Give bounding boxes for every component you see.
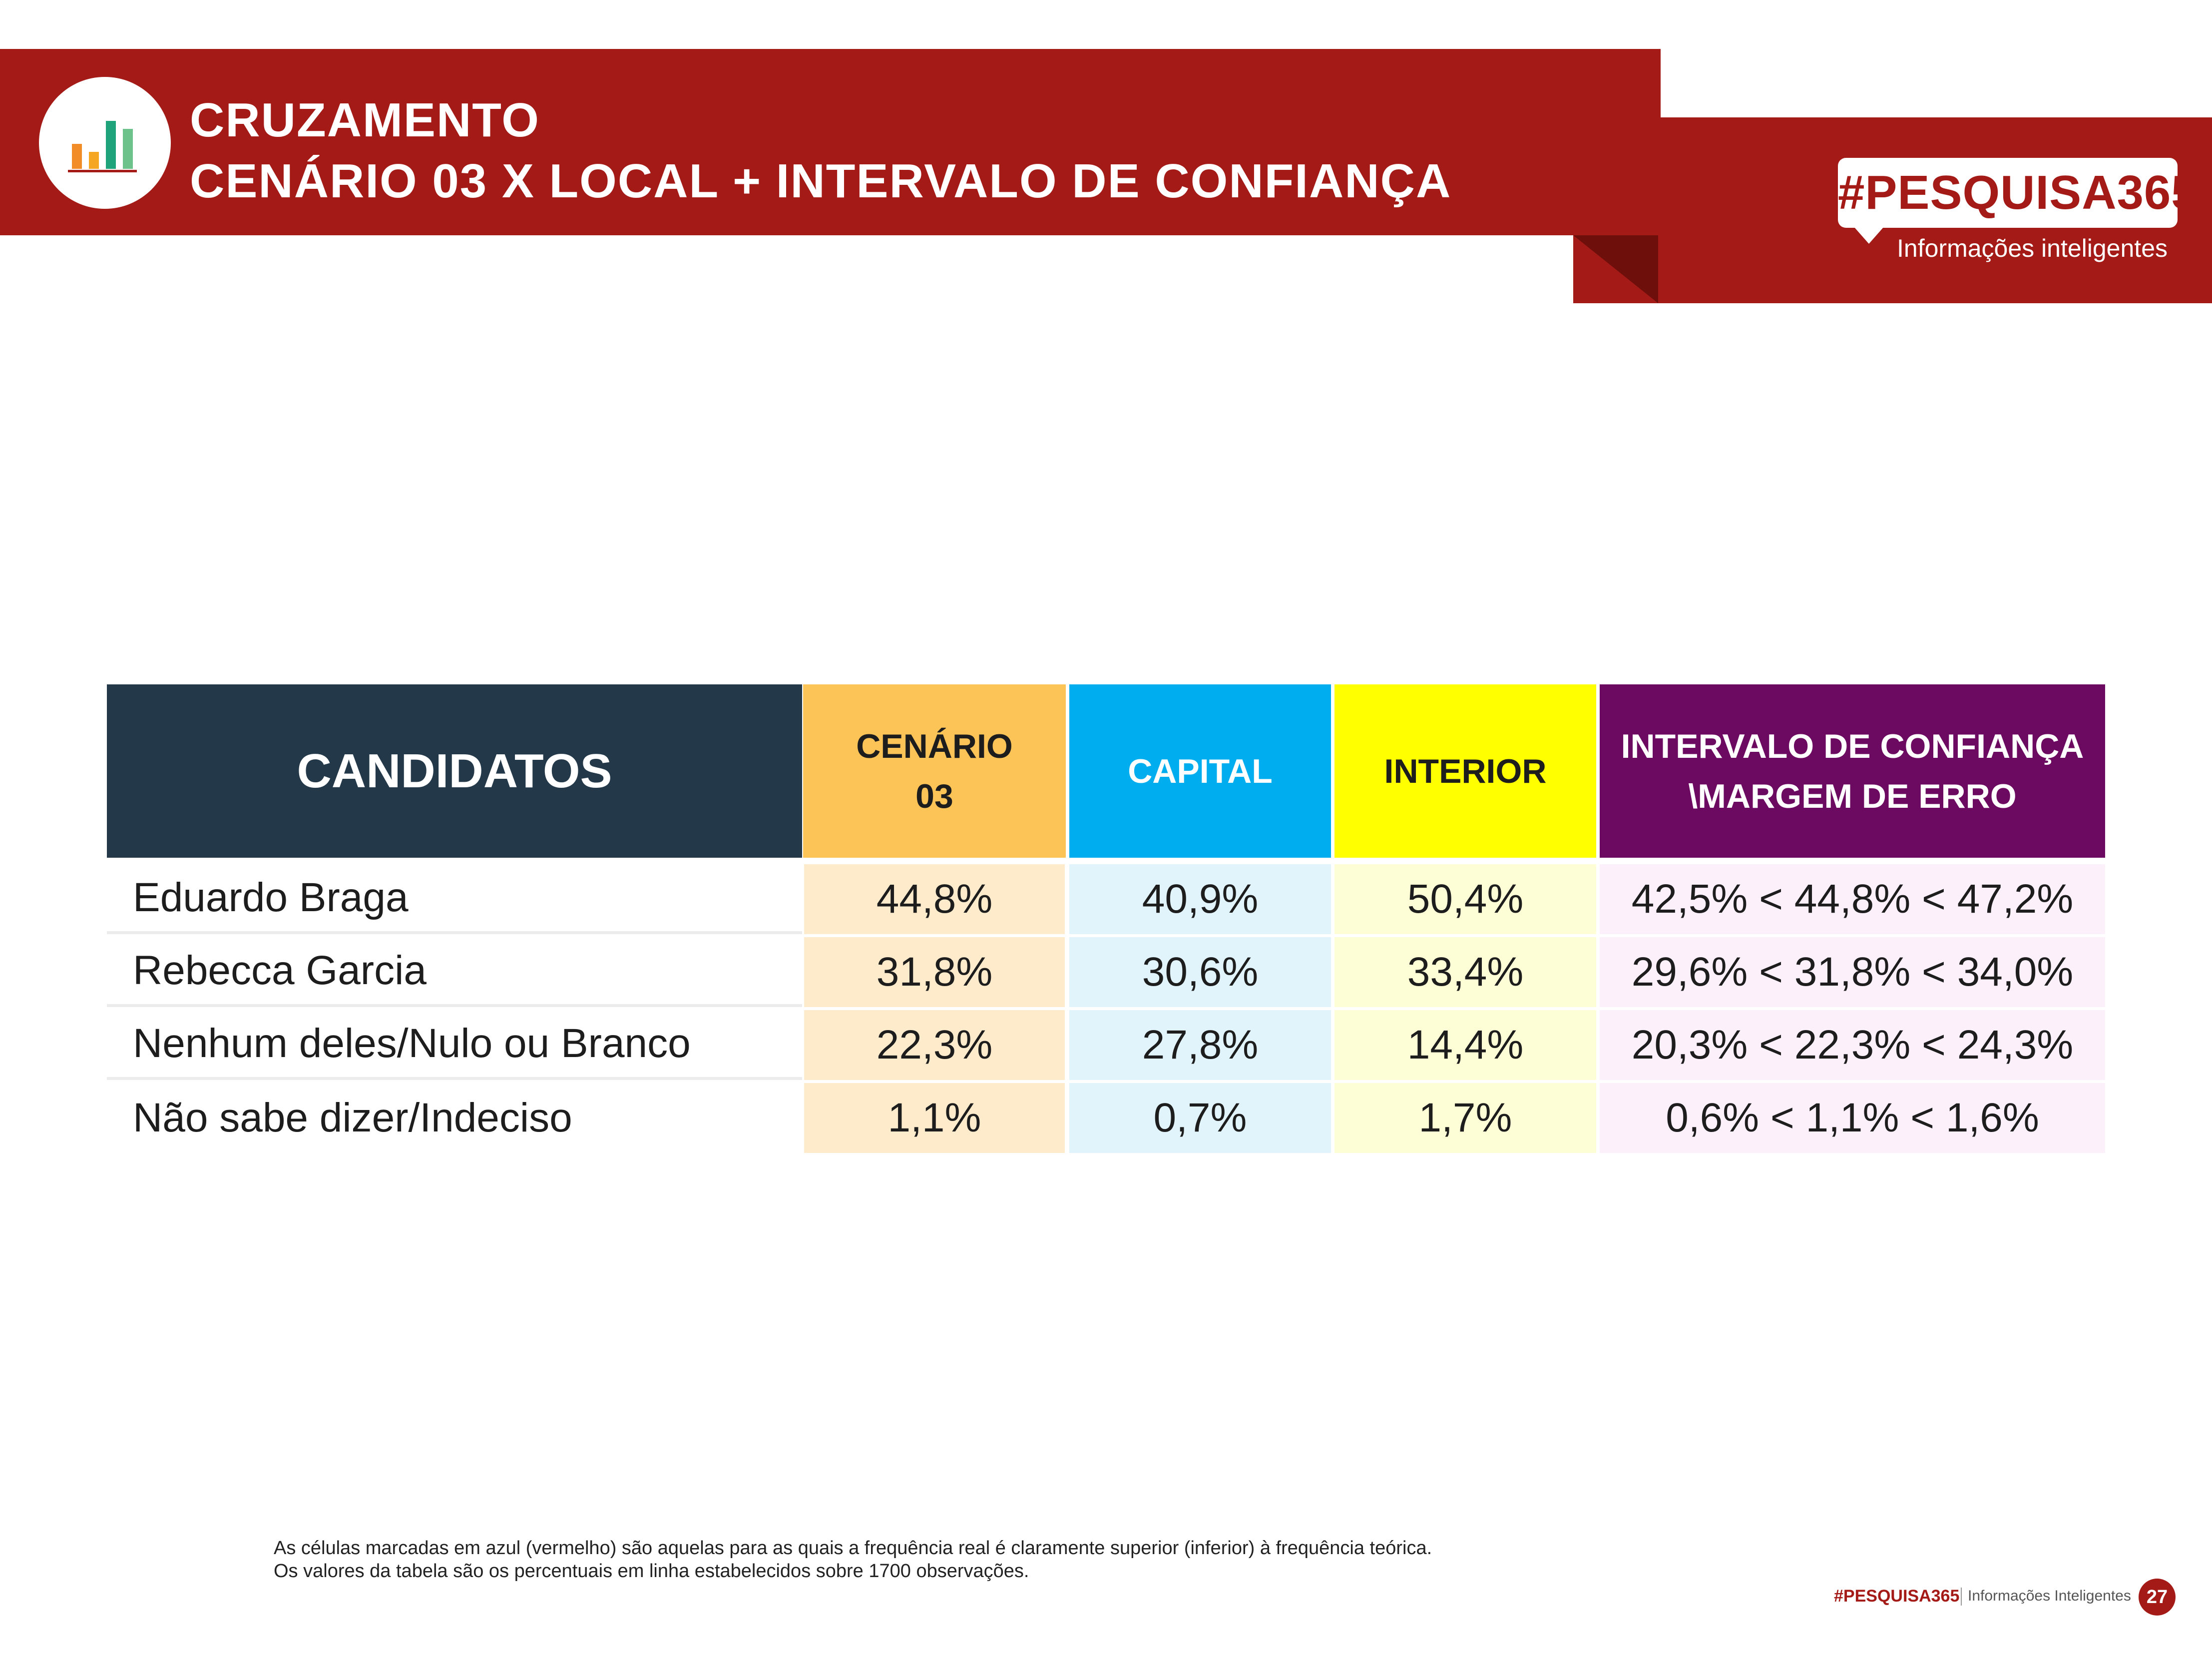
- intervalo-value: 0,6% < 1,1% < 1,6%: [1600, 1083, 2105, 1153]
- interior-value: 14,4%: [1334, 1010, 1596, 1080]
- interior-value: 33,4%: [1334, 937, 1596, 1007]
- header-cenario-line2: 03: [915, 777, 953, 815]
- capital-value: 0,7%: [1069, 1083, 1331, 1153]
- capital-value: 40,9%: [1069, 864, 1331, 934]
- footnote: As células marcadas em azul (vermelho) s…: [274, 1537, 1432, 1583]
- candidate-name: Rebecca Garcia: [107, 937, 802, 1007]
- header-intervalo-line2: \MARGEM DE ERRO: [1688, 777, 2017, 815]
- brand-badge-tail: [1854, 227, 1884, 244]
- table-row: Nenhum deles/Nulo ou Branco 22,3% 27,8% …: [0, 1010, 2212, 1080]
- candidate-name: Não sabe dizer/Indeciso: [133, 1095, 572, 1140]
- title-line-1: CRUZAMENTO: [190, 93, 540, 147]
- capital-value: 27,8%: [1069, 1010, 1331, 1080]
- header-banner: [0, 49, 1661, 235]
- header-cenario: CENÁRIO 03: [803, 684, 1066, 858]
- header-interior: INTERIOR: [1334, 684, 1596, 858]
- footer-divider: [1961, 1588, 1962, 1606]
- header-candidatos: CANDIDATOS: [107, 684, 802, 858]
- header-intervalo: INTERVALO DE CONFIANÇA \MARGEM DE ERRO: [1600, 684, 2105, 858]
- banner-fold: [1573, 235, 1658, 303]
- cenario-value: 1,1%: [804, 1083, 1065, 1153]
- candidate-name: Nenhum deles/Nulo ou Branco: [107, 1010, 802, 1080]
- interior-value: 50,4%: [1334, 864, 1596, 934]
- bar-chart-icon: [39, 77, 171, 209]
- footer-brand: #PESQUISA365: [1834, 1587, 1960, 1606]
- header-cenario-line1: CENÁRIO: [856, 727, 1013, 765]
- capital-value: 30,6%: [1069, 937, 1331, 1007]
- header-capital: CAPITAL: [1069, 684, 1331, 858]
- footnote-line-1: As células marcadas em azul (vermelho) s…: [274, 1538, 1432, 1559]
- cenario-value: 44,8%: [804, 864, 1065, 934]
- interior-value: 1,7%: [1334, 1083, 1596, 1153]
- footnote-line-2: Os valores da tabela são os percentuais …: [274, 1561, 1029, 1582]
- page-number: 27: [2139, 1579, 2176, 1616]
- table-row: Eduardo Braga 44,8% 40,9% 50,4% 42,5% < …: [0, 864, 2212, 934]
- brand-tagline: Informações inteligentes: [1897, 234, 2168, 262]
- brand-badge: [1838, 158, 2178, 228]
- brand-logo-text: #PESQUISA365: [1838, 166, 2199, 219]
- table-row: Não sabe dizer/Indeciso 1,1% 0,7% 1,7% 0…: [0, 1083, 2212, 1153]
- intervalo-value: 20,3% < 22,3% < 24,3%: [1600, 1010, 2105, 1080]
- footer-tagline: Informações Inteligentes: [1968, 1588, 2131, 1604]
- title-line-2: CENÁRIO 03 X LOCAL + INTERVALO DE CONFIA…: [190, 154, 1452, 208]
- cenario-value: 22,3%: [804, 1010, 1065, 1080]
- intervalo-value: 29,6% < 31,8% < 34,0%: [1600, 937, 2105, 1007]
- candidate-name: Eduardo Braga: [107, 864, 802, 934]
- intervalo-value: 42,5% < 44,8% < 47,2%: [1600, 864, 2105, 934]
- table-row: Rebecca Garcia 31,8% 30,6% 33,4% 29,6% <…: [0, 937, 2212, 1007]
- cenario-value: 31,8%: [804, 937, 1065, 1007]
- header-intervalo-line1: INTERVALO DE CONFIANÇA: [1621, 727, 2084, 765]
- page-title: CRUZAMENTO CENÁRIO 03 X LOCAL + INTERVAL…: [190, 90, 1451, 212]
